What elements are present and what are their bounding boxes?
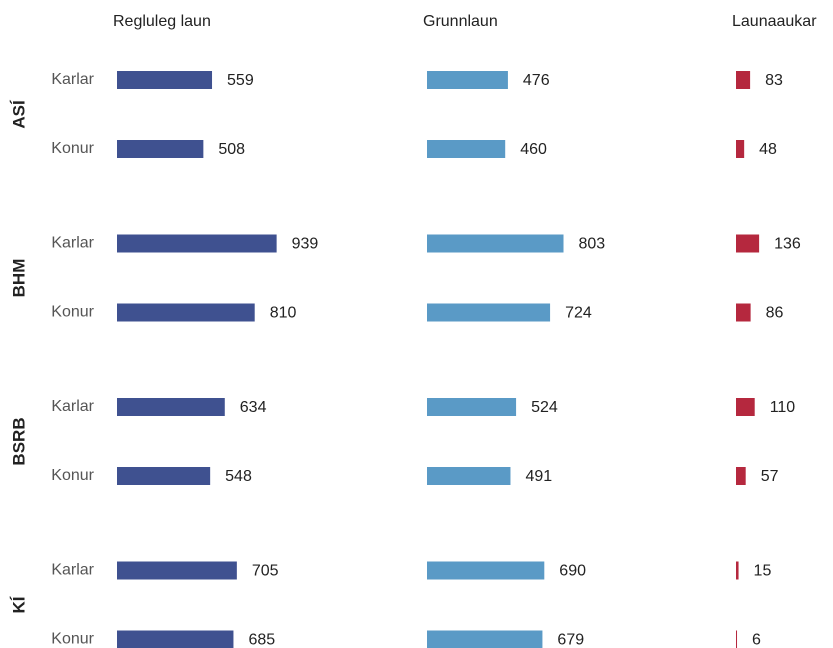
value-label: 136 <box>774 236 801 253</box>
value-label: 634 <box>240 399 267 416</box>
group-label: KÍ <box>9 595 28 613</box>
value-label: 679 <box>557 632 584 648</box>
value-label: 524 <box>531 399 558 416</box>
bar <box>427 467 511 485</box>
value-label: 724 <box>565 305 592 322</box>
bar <box>736 630 738 648</box>
panel-title: Regluleg laun <box>113 13 211 30</box>
bar <box>117 71 213 89</box>
value-label: 548 <box>225 468 252 485</box>
value-label: 559 <box>227 72 254 89</box>
bar <box>117 630 234 648</box>
bar <box>117 234 277 253</box>
panel-title: Grunnlaun <box>423 13 498 30</box>
bar <box>736 234 760 253</box>
bar <box>117 398 225 416</box>
bar <box>117 140 204 158</box>
bar <box>427 303 551 322</box>
bar <box>427 140 506 158</box>
value-label: 705 <box>252 563 279 580</box>
value-label: 803 <box>579 236 606 253</box>
value-label: 460 <box>520 141 547 158</box>
value-label: 83 <box>765 72 783 89</box>
bar <box>736 561 739 580</box>
bar <box>117 561 237 580</box>
value-label: 48 <box>759 141 777 158</box>
bar <box>427 630 543 648</box>
value-label: 86 <box>766 305 784 322</box>
value-label: 491 <box>525 468 552 485</box>
value-label: 110 <box>770 399 796 416</box>
value-label: 57 <box>761 468 779 485</box>
bar <box>736 467 746 485</box>
bar <box>427 398 517 416</box>
group-label: BHM <box>9 259 28 298</box>
category-label: Konur <box>51 304 94 321</box>
category-label: Karlar <box>51 235 94 252</box>
value-label: 476 <box>523 72 550 89</box>
category-label: Konur <box>51 631 94 648</box>
group-label: ASÍ <box>9 99 28 129</box>
value-label: 15 <box>754 563 772 580</box>
bar <box>736 398 755 416</box>
category-label: Karlar <box>51 71 94 88</box>
bar <box>427 561 545 580</box>
category-label: Konur <box>51 467 94 484</box>
bar <box>736 71 751 89</box>
bar <box>117 303 255 322</box>
category-label: Karlar <box>51 398 94 415</box>
bar <box>427 71 508 89</box>
bar <box>736 140 745 158</box>
panel-title: Launaaukar <box>732 13 817 30</box>
value-label: 810 <box>270 305 297 322</box>
value-label: 6 <box>752 632 761 648</box>
value-label: 939 <box>292 236 319 253</box>
category-label: Karlar <box>51 562 94 579</box>
bar <box>117 467 211 485</box>
value-label: 685 <box>248 632 275 648</box>
bar <box>736 303 751 322</box>
group-label: BSRB <box>9 417 28 465</box>
bar <box>427 234 564 253</box>
value-label: 508 <box>218 141 245 158</box>
value-label: 690 <box>559 563 586 580</box>
category-label: Konur <box>51 140 94 157</box>
